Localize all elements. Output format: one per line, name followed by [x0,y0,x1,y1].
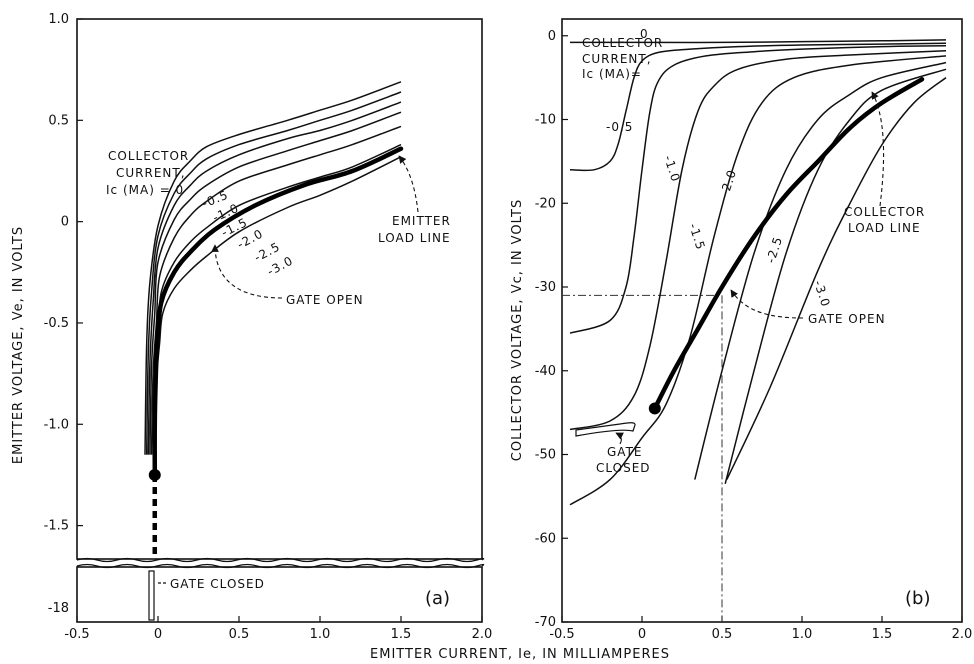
operating-point [648,402,661,415]
series-line--3.0 [154,156,402,455]
svg-text:-3.0: -3.0 [811,279,833,309]
collector-load-line [652,77,925,411]
svg-text:-2.5: -2.5 [764,235,786,265]
series-line-0 [144,81,402,455]
legend-title-line-2: CURRENT, [582,52,652,66]
y-tick-label: -1.0 [44,417,69,432]
gate-closed-bar [575,422,636,437]
series-line--2.5 [694,61,947,480]
collector-load-line-label-2: LOAD LINE [848,221,921,235]
gate-closed-bar [148,570,155,621]
panel-a-curves [144,81,404,556]
x-tick-label: 2.0 [472,627,493,642]
gate-open-arrow [730,289,804,319]
curve-label: 0 [640,27,649,41]
x-tick-label: 0.5 [712,627,733,642]
gate-closed-arrow [615,432,624,445]
curve-label: -0.5 [606,120,633,134]
legend-title-line-1: COLLECTOR [108,149,189,163]
curve-label: -2.0 [718,168,740,198]
panel-b-frame [561,18,963,623]
panel-b: -0.5 0 0.5 1.0 1.5 2.00-10-20-30-40-50-60-70 … [535,18,973,642]
series-line--0.5 [145,91,402,455]
panel-b-guides [562,294,723,622]
x-tick-label: -0.5 [64,627,89,642]
svg-text:-1.5: -1.5 [686,222,708,252]
y-tick-label: -10 [535,113,556,128]
x-tick-label: 1.5 [391,627,412,642]
series-line--0.5 [569,42,947,172]
legend-title-line-2: CURRENT, [116,166,186,180]
curve-label: -3.0 [811,279,833,309]
collector-load-line-label-1: COLLECTOR [844,205,925,219]
x-tick-label: 0 [638,627,646,642]
gate-closed-label-2: CLOSED [596,461,651,475]
x-tick-label: 1.0 [792,627,813,642]
gate-closed-label-1: GATE [607,445,643,459]
series-line--1.0 [569,45,947,334]
y-tick-label: 0 [61,215,69,230]
svg-text:EMITTER VOLTAGE, Ve, IN VOLTS: EMITTER VOLTAGE, Ve, IN VOLTS [11,226,26,464]
panel-a-y-axis-title: EMITTER VOLTAGE, Ve, IN VOLTS [11,226,26,464]
panel-b-y-axis-title: COLLECTOR VOLTAGE, Vc, IN VOLTS [510,199,525,461]
y-tick-label: -50 [535,448,556,463]
svg-text:-1.0: -1.0 [661,154,683,184]
panel-b-curves [569,39,947,506]
axis-break-wave [76,563,485,569]
curve-label: -2.5 [764,235,786,265]
curve-label: -1.5 [686,222,708,252]
y-tick-label: -70 [535,615,556,630]
y-tick-label: -20 [535,196,556,211]
x-tick-label: 0 [154,627,162,642]
panel-a: -0.5 0 0.5 1.0 1.5 2.01.00.50-0.5-1.0-1.5-18 … [44,12,493,642]
panel-a-frame [76,18,483,560]
svg-text:-2.0: -2.0 [718,168,740,198]
panel-a-break-frame [76,566,483,623]
y-tick-label: 0 [548,29,556,44]
y-tick-label: 1.0 [48,12,69,27]
panel-a-label: (a) [425,588,450,609]
legend-title-line-3: Ic (MA)= [582,67,642,81]
series-line--2.5b [724,68,947,484]
gate-open-label: GATE OPEN [286,293,364,307]
y-tick-label: -1.5 [44,519,69,534]
y-tick-label: -30 [535,280,556,295]
series-line--3.0 [726,77,947,480]
series-line--1.5 [149,111,402,455]
panel-b-ticks: -0.5 0 0.5 1.0 1.5 2.0 0 -10 -20 -30 -40 -50 -60 -70 [535,29,973,642]
panel-b-label: (b) [905,588,930,609]
curve-label: -1.0 [661,154,683,184]
y-tick-label: -40 [535,364,556,379]
series-line--1.5 [569,50,947,431]
svg-text:COLLECTOR VOLTAGE, Vc, IN VOLT: COLLECTOR VOLTAGE, Vc, IN VOLTS [510,199,525,461]
panel-a-ticks: -0.5 0 0.5 1.0 1.5 2.0 1.0 0.5 0 -0.5 -1.0 -1.5 -18 [44,12,493,642]
legend-title-line-1: COLLECTOR [582,36,663,50]
series-line--2.5 [152,143,402,455]
x-tick-label: 2.0 [952,627,973,642]
y-tick-label-broken: -18 [48,601,69,616]
collector-load-line-arrow [871,91,885,207]
y-tick-label: -60 [535,531,556,546]
emitter-load-line-arrow [398,155,419,213]
y-tick-label: -0.5 [44,316,69,331]
series-line-0 [569,39,947,44]
operating-point [148,468,161,481]
axis-break-wave [76,557,485,563]
gate-closed-label: GATE CLOSED [170,577,265,591]
x-tick-label: 1.0 [310,627,331,642]
emitter-load-line [152,146,404,478]
gate-open-arrow [211,244,283,299]
x-axis-title: EMITTER CURRENT, Ie, IN MILLIAMPERES [370,647,670,662]
emitter-load-line-label-1: EMITTER [392,214,451,228]
x-tick-label: 1.5 [872,627,893,642]
series-line--1.0 [147,101,402,455]
legend-title-line-3: Ic (MA) = 0 [106,183,184,197]
series-line--2.0 [569,55,947,506]
x-tick-label: 0.5 [229,627,250,642]
x-tick-label: -0.5 [549,627,574,642]
y-tick-label: 0.5 [48,113,69,128]
gate-open-label: GATE OPEN [808,312,886,326]
emitter-load-line-label-2: LOAD LINE [378,231,451,245]
